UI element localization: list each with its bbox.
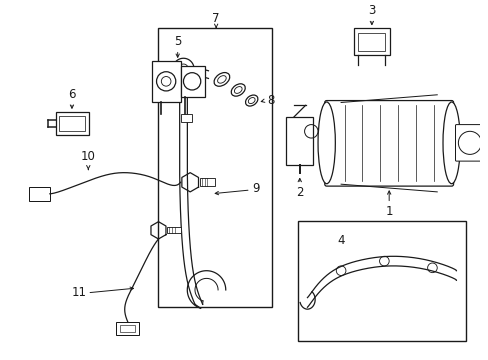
Ellipse shape xyxy=(214,73,229,86)
Text: 10: 10 xyxy=(81,150,96,163)
Bar xyxy=(29,187,50,201)
Text: 5: 5 xyxy=(174,35,181,48)
Text: 2: 2 xyxy=(295,186,303,199)
Text: 6: 6 xyxy=(68,87,76,100)
FancyBboxPatch shape xyxy=(454,125,483,161)
Ellipse shape xyxy=(231,84,245,96)
FancyBboxPatch shape xyxy=(324,100,453,186)
Bar xyxy=(116,321,139,335)
Text: 9: 9 xyxy=(252,183,260,195)
Bar xyxy=(200,179,215,186)
Ellipse shape xyxy=(245,95,257,106)
Bar xyxy=(358,33,385,50)
Bar xyxy=(60,116,85,131)
Ellipse shape xyxy=(442,102,459,184)
Bar xyxy=(158,28,271,307)
Bar xyxy=(286,117,313,165)
Bar xyxy=(353,28,389,55)
Bar xyxy=(180,66,204,97)
Text: 4: 4 xyxy=(337,234,344,247)
Text: 3: 3 xyxy=(367,4,375,17)
Ellipse shape xyxy=(217,76,226,83)
Text: 11: 11 xyxy=(71,286,86,299)
Text: 8: 8 xyxy=(266,94,274,107)
Ellipse shape xyxy=(248,98,255,104)
Text: 1: 1 xyxy=(385,205,392,218)
Bar xyxy=(151,61,180,102)
Bar xyxy=(167,228,180,233)
Bar xyxy=(120,324,135,332)
Ellipse shape xyxy=(234,87,242,93)
Bar xyxy=(180,114,192,122)
Ellipse shape xyxy=(317,102,335,184)
Text: 7: 7 xyxy=(212,12,220,24)
Bar xyxy=(297,221,465,341)
Bar xyxy=(56,112,89,135)
